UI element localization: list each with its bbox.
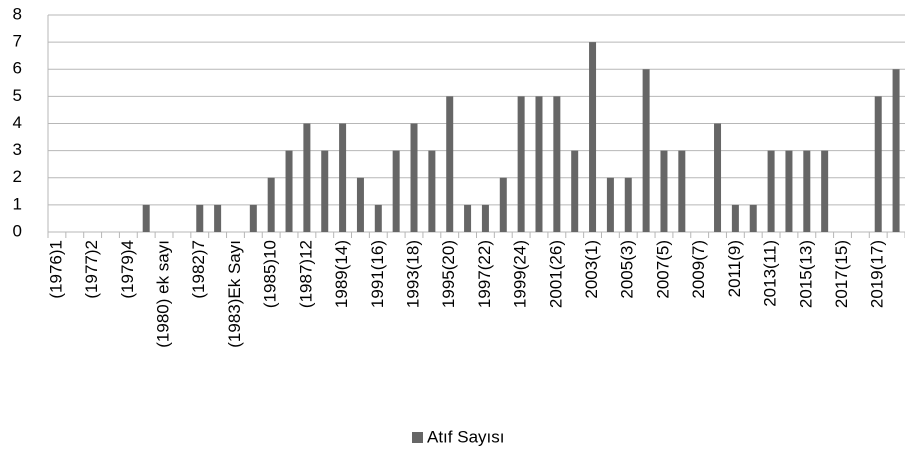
x-tick-label: 2007(5) (653, 240, 672, 299)
bar (589, 42, 597, 232)
legend-label: Atıf Sayısı (427, 427, 504, 446)
x-tick-label: (1982)7 (189, 240, 208, 299)
x-tick-label: 1995(20) (439, 240, 458, 308)
bar (356, 177, 364, 232)
bar (642, 69, 650, 232)
y-tick-label: 7 (13, 32, 22, 51)
x-tick-label: 2001(26) (546, 240, 565, 308)
bar (892, 69, 900, 232)
x-tick-label: (1985)10 (261, 240, 280, 308)
bar (196, 204, 204, 232)
x-tick-label: (1987)12 (296, 240, 315, 308)
x-tick-label: 1991(16) (368, 240, 387, 308)
y-tick-label: 1 (13, 194, 22, 213)
x-tick-label: 1999(24) (511, 240, 530, 308)
bar (660, 150, 668, 232)
y-tick-label: 3 (13, 140, 22, 159)
bar (374, 204, 382, 232)
bar (571, 150, 579, 232)
bar (339, 123, 347, 232)
x-tick-label: 1989(14) (332, 240, 351, 308)
y-tick-label: 6 (13, 59, 22, 78)
x-tick-label: (1980) ek sayı (154, 240, 173, 348)
bar (446, 96, 454, 232)
x-tick-label: 2015(13) (796, 240, 815, 308)
bar (249, 204, 257, 232)
bar (464, 204, 472, 232)
x-tick-label: 2009(7) (689, 240, 708, 299)
x-tick-label: 2013(11) (761, 240, 780, 307)
bar (803, 150, 811, 232)
bar (321, 150, 329, 232)
x-tick-label: 1997(22) (475, 240, 494, 308)
bar (303, 123, 311, 232)
x-tick-label: 2017(15) (832, 240, 851, 308)
legend-swatch (412, 432, 423, 443)
bar (535, 96, 543, 232)
y-tick-label: 4 (13, 113, 22, 132)
x-tick-label: 1993(18) (403, 240, 422, 308)
y-tick-label: 0 (13, 221, 22, 240)
bar (517, 96, 525, 232)
x-tick-label: 2005(3) (618, 240, 637, 299)
x-tick-label: 2019(17) (868, 240, 887, 308)
bar (606, 177, 614, 232)
bar (553, 96, 561, 232)
y-tick-label: 8 (13, 4, 22, 23)
bar (499, 177, 507, 232)
y-tick-label: 2 (13, 167, 22, 186)
bar (410, 123, 418, 232)
bar (214, 204, 222, 232)
bar (285, 150, 293, 232)
x-tick-label: (1976)1 (46, 240, 65, 299)
y-tick-label: 5 (13, 86, 22, 105)
bar (267, 177, 275, 232)
bar (392, 150, 400, 232)
bar (785, 150, 793, 232)
x-tick-label: (1979)4 (118, 240, 137, 299)
bar (749, 204, 757, 232)
bar (481, 204, 489, 232)
x-tick-label: (1983)Ek Sayı (225, 240, 244, 348)
bar (624, 177, 632, 232)
bar (731, 204, 739, 232)
bar (767, 150, 775, 232)
x-tick-label: (1977)2 (82, 240, 101, 299)
bar (142, 204, 150, 232)
bar (874, 96, 882, 232)
bar (678, 150, 686, 232)
bar (714, 123, 722, 232)
bar (428, 150, 436, 232)
bar (821, 150, 829, 232)
x-tick-label: 2003(1) (582, 240, 601, 299)
x-tick-label: 2011(9) (725, 240, 744, 297)
